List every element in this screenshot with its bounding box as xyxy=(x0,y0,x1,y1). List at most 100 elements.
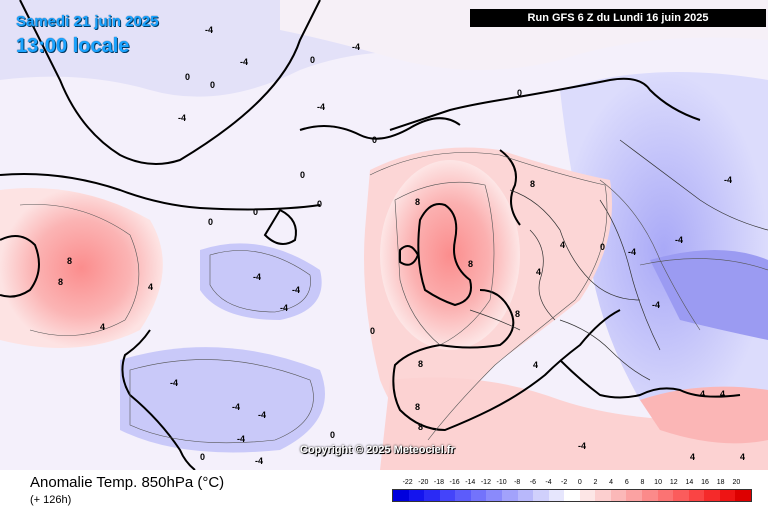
scale-tick: 14 xyxy=(685,479,694,486)
contour-label: 0 xyxy=(210,80,215,90)
cold-core-east xyxy=(650,250,768,340)
scale-tick: 0 xyxy=(577,479,582,486)
contour-label: -4 xyxy=(240,57,248,67)
scale-tick: 12 xyxy=(669,479,678,486)
cold-region-atlantic xyxy=(200,243,322,320)
contour-label: 8 xyxy=(530,179,535,189)
scale-tick: -8 xyxy=(514,479,521,486)
contour-label: 8 xyxy=(418,359,423,369)
scale-tick: 6 xyxy=(624,479,629,486)
forecast-time: 13:00 locale xyxy=(16,35,130,57)
lead-time-label: (+ 126h) xyxy=(30,494,72,506)
scale-tick: -22 xyxy=(402,479,413,486)
contour-label: 0 xyxy=(185,72,190,82)
cold-region-east xyxy=(560,72,768,427)
contour-label: -4 xyxy=(253,272,261,282)
contour-label: 4 xyxy=(100,322,105,332)
scale-swatch xyxy=(517,490,534,501)
scale-swatch xyxy=(533,490,549,501)
warm-core-uk xyxy=(380,160,520,350)
contour-label: -4 xyxy=(628,247,636,257)
scale-tick: -14 xyxy=(465,479,476,486)
contour-label: 4 xyxy=(740,452,745,462)
scale-tick-labels: -22 -20 -18 -16 -14 -12 -10 -8 -6 -4 -2 0 2 4 6 8 10 12 14… xyxy=(392,479,752,489)
scale-tick: -18 xyxy=(433,479,445,486)
scale-tick: 18 xyxy=(716,479,725,486)
warm-region-med xyxy=(380,377,768,470)
contour-label: 0 xyxy=(600,242,605,252)
contour-label: 4 xyxy=(720,389,725,399)
scale-tick: 16 xyxy=(701,479,709,486)
contour-label: -4 xyxy=(292,285,300,295)
variable-label: Anomalie Temp. 850hPa (°C) xyxy=(30,474,225,491)
contour-label: -4 xyxy=(578,441,586,451)
contour-label: 4 xyxy=(148,282,153,292)
color-scale: -22 -20 -18 -16 -14 -12 -10 -8 -6 -4 -2 0 2 4 6 8 10 12 14… xyxy=(392,479,752,502)
scale-swatch xyxy=(719,490,736,501)
contour-label: -4 xyxy=(178,113,186,123)
scale-swatch xyxy=(564,490,580,501)
contour-label: -4 xyxy=(317,102,325,112)
scale-swatch xyxy=(470,490,487,501)
contour-label: 8 xyxy=(415,197,420,207)
scale-swatch xyxy=(735,490,751,501)
scale-tick: -4 xyxy=(545,479,552,486)
forecast-date: Samedi 21 juin 2025 xyxy=(16,13,159,30)
copyright-notice: Copyright © 2025 Meteociel.fr xyxy=(300,444,455,456)
contour-label: 8 xyxy=(58,277,63,287)
contour-label: -4 xyxy=(237,434,245,444)
country-borders xyxy=(469,139,768,381)
anomaly-map: -4 -4 -4 0 0 0 0 -4 -4 0 0 0 0 0 -4 8 8 … xyxy=(0,0,768,470)
contour-label: -4 xyxy=(675,235,683,245)
contour-label: 8 xyxy=(515,309,520,319)
contour-label: 4 xyxy=(536,267,541,277)
footer-panel: Anomalie Temp. 850hPa (°C) (+ 126h) -22 -… xyxy=(0,470,768,512)
scale-tick: -16 xyxy=(449,479,460,486)
contour-label: -4 xyxy=(652,300,660,310)
contour-label: 4 xyxy=(560,240,565,250)
warm-region-west xyxy=(0,188,163,348)
scale-tick: 2 xyxy=(593,479,598,486)
scale-swatch xyxy=(548,490,565,501)
contour-label: 0 xyxy=(253,207,258,217)
scale-swatch xyxy=(455,490,471,501)
contour-label: 0 xyxy=(208,217,213,227)
scale-color-bar xyxy=(392,489,752,502)
scale-swatch xyxy=(501,490,518,501)
contour-label: -4 xyxy=(724,175,732,185)
contour-label-group: -4 -4 -4 0 0 0 0 -4 -4 0 0 0 0 0 -4 8 8 … xyxy=(58,25,745,466)
cold-region-azores xyxy=(120,347,325,453)
contour-label: 0 xyxy=(372,135,377,145)
warm-region-southeast xyxy=(640,386,768,444)
scale-tick: 4 xyxy=(609,479,614,486)
contour-label: 8 xyxy=(468,259,473,269)
contour-label: 4 xyxy=(700,389,705,399)
contour-label: -4 xyxy=(205,25,213,35)
contour-label: -4 xyxy=(280,303,288,313)
contour-label: 8 xyxy=(418,422,423,432)
scale-tick: -10 xyxy=(496,479,507,486)
scale-swatch xyxy=(657,490,674,501)
contour-label: 0 xyxy=(300,170,305,180)
scale-tick: 20 xyxy=(732,479,741,486)
contour-label: 0 xyxy=(370,326,375,336)
isotherms xyxy=(19,152,768,444)
contour-label: 0 xyxy=(310,55,315,65)
scale-swatch xyxy=(688,490,705,501)
scale-swatch xyxy=(626,490,642,501)
scale-tick: 8 xyxy=(640,479,645,486)
contour-label: -4 xyxy=(258,410,266,420)
scale-swatch xyxy=(673,490,689,501)
contour-label: 0 xyxy=(200,452,205,462)
scale-swatch xyxy=(486,490,502,501)
coastlines xyxy=(0,0,741,470)
scale-swatch xyxy=(424,490,440,501)
scale-tick: 10 xyxy=(654,479,662,486)
contour-label: -4 xyxy=(352,42,360,52)
scale-swatch xyxy=(610,490,627,501)
contour-label: 0 xyxy=(330,430,335,440)
scale-swatch xyxy=(393,490,409,501)
model-run-label: Run GFS 6 Z du Lundi 16 juin 2025 xyxy=(470,9,766,27)
contour-label: 4 xyxy=(533,360,538,370)
